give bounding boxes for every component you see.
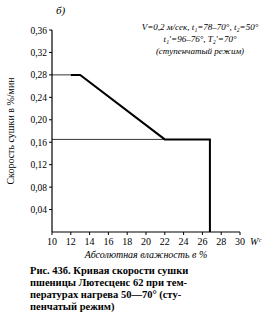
y-tick-label: 0,24 — [30, 93, 47, 103]
x-tick — [164, 232, 165, 235]
chart: 0,04 0,08 0,12 0,16 0,20 0,24 0,28 0,32 0,36 10 12… — [0, 0, 280, 324]
y-tick — [49, 164, 52, 165]
guide-line — [52, 74, 71, 75]
x-tick-label: 18 — [122, 236, 132, 247]
annotation: t₁′=96–76°, T₂′=70° — [163, 34, 236, 44]
caption: пературах нагрева 50—70° (сту- — [30, 289, 182, 301]
y-tick-label: 0,20 — [30, 115, 47, 125]
panel-label: б) — [56, 4, 66, 17]
x-tick-label: 26 — [197, 236, 207, 247]
y-tick-label: 0,04 — [30, 205, 47, 215]
y-tick-label: 0,16 — [30, 138, 47, 148]
y-tick — [49, 187, 52, 188]
x-unit: Wᶜ — [250, 236, 262, 247]
y-tick-label: 0,12 — [30, 160, 47, 170]
y-tick — [49, 142, 52, 143]
x-tick — [70, 232, 71, 235]
x-tick-label: 10 — [47, 236, 57, 247]
drying-curve — [71, 75, 210, 232]
x-tick — [221, 232, 222, 235]
x-axis-title: Абсолютная влажность в % — [84, 249, 208, 260]
x-tick — [127, 232, 128, 235]
y-axis — [51, 30, 52, 232]
annotation: V=0,2 м/сек, t₁=78–70°, t₂=50° — [142, 22, 259, 32]
y-tick — [49, 97, 52, 98]
y-tick — [49, 52, 52, 53]
plot-area — [52, 75, 210, 232]
x-tick-label: 30 — [235, 236, 245, 247]
y-tick — [49, 74, 52, 75]
x-tick-label: 12 — [66, 236, 76, 247]
x-tick — [146, 232, 147, 235]
y-tick — [49, 209, 52, 210]
x-tick-label: 14 — [85, 236, 95, 247]
guide-line — [52, 139, 165, 140]
caption: Рис. 43б. Кривая скорости сушки — [30, 265, 188, 276]
x-tick-label: 24 — [179, 236, 189, 247]
y-tick-label: 0,28 — [30, 70, 47, 80]
y-axis-title: Скорость сушки в %/мин — [5, 77, 16, 185]
x-tick — [89, 232, 90, 235]
x-tick — [183, 232, 184, 235]
caption: пшеницы Лютесценс 62 при тем- — [30, 277, 188, 288]
x-tick — [240, 232, 241, 235]
x-tick-label: 16 — [103, 236, 113, 247]
x-tick-label: 28 — [216, 236, 226, 247]
y-tick-label: 0,08 — [30, 183, 47, 193]
x-tick — [108, 232, 109, 235]
y-tick — [49, 30, 52, 31]
x-tick — [52, 232, 53, 235]
caption: пенчатый режим) — [30, 301, 115, 313]
y-tick — [49, 119, 52, 120]
x-tick — [202, 232, 203, 235]
y-tick-label: 0,36 — [30, 26, 47, 36]
x-tick-label: 20 — [141, 236, 151, 247]
annotation: (ступенчатый режим) — [156, 46, 244, 56]
y-tick-label: 0,32 — [30, 48, 47, 58]
x-tick-label: 22 — [160, 236, 170, 247]
